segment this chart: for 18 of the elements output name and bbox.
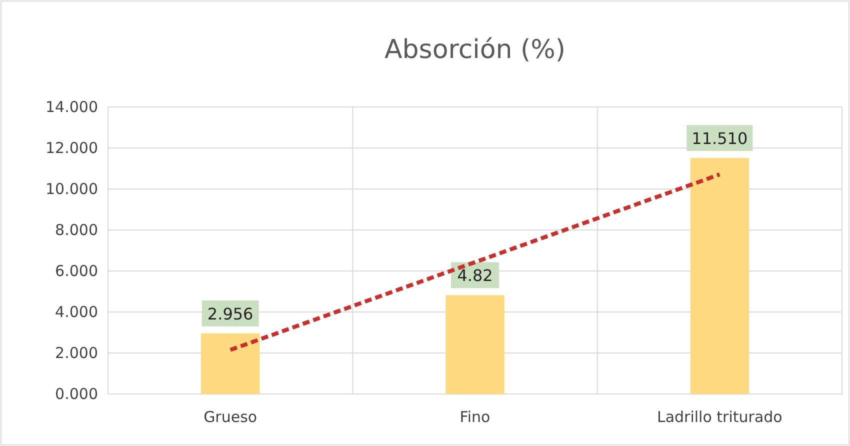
y-tick-label: 0.000	[55, 385, 98, 403]
data-label: 4.82	[457, 266, 493, 286]
y-tick-label: 8.000	[55, 221, 98, 239]
x-tick-label: Ladrillo triturado	[656, 408, 782, 426]
bar	[446, 295, 504, 394]
y-tick-label: 2.000	[55, 344, 98, 362]
data-label: 2.956	[207, 304, 254, 324]
y-tick-label: 10.000	[46, 180, 98, 198]
y-tick-label: 4.000	[55, 303, 98, 321]
bar	[200, 333, 260, 394]
y-tick-label: 12.000	[46, 139, 98, 157]
chart-title: Absorción (%)	[384, 35, 566, 65]
y-tick-label: 14.000	[46, 98, 98, 116]
x-tick-label: Grueso	[204, 408, 258, 426]
bar	[690, 158, 750, 394]
x-tick-label: Fino	[460, 408, 490, 426]
y-tick-label: 6.000	[55, 262, 98, 280]
data-label: 11.510	[692, 129, 748, 148]
